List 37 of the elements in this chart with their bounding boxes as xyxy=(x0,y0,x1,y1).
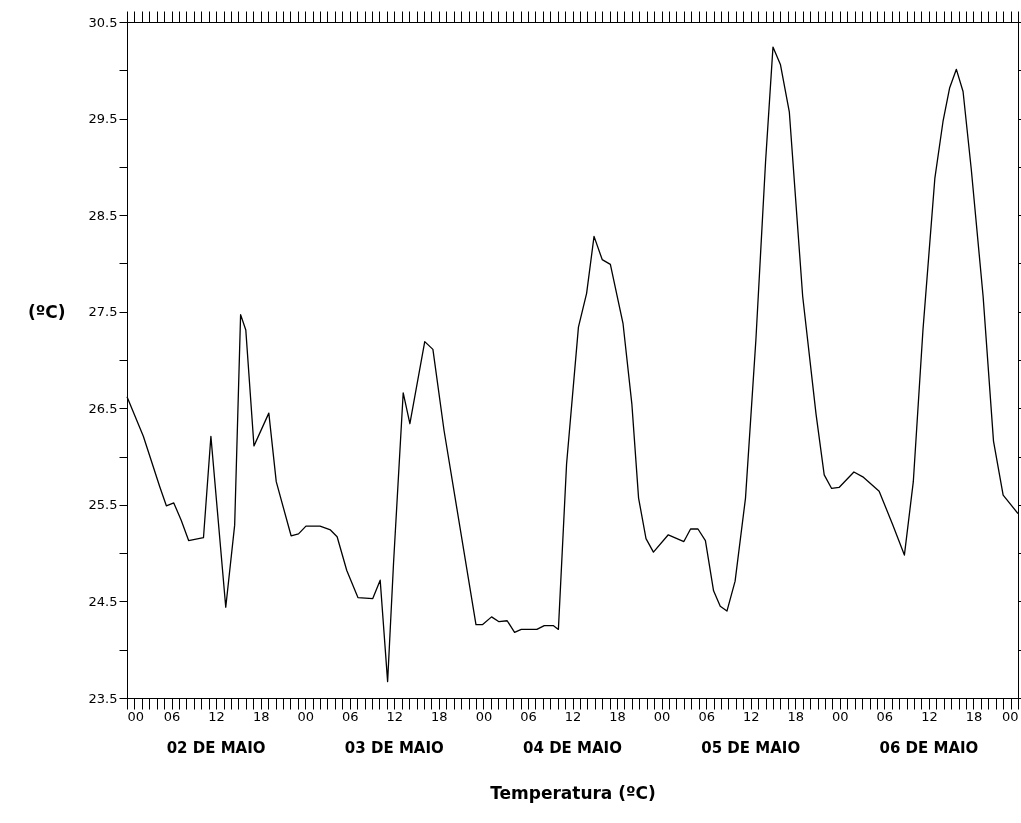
y-tick-label: 27.5 xyxy=(88,304,118,320)
x-tick-label: 00 xyxy=(127,708,145,724)
text: 02 DE MAIO xyxy=(166,739,266,757)
text: 04 DE MAIO xyxy=(523,739,622,757)
x-tick-label: 06 xyxy=(876,708,894,724)
y-axis-title: (ºC) xyxy=(27,302,66,323)
x-tick-label: 06 xyxy=(163,708,181,724)
y-tick-label: 30.5 xyxy=(88,14,118,30)
x-tick-label: 12 xyxy=(564,708,582,724)
x-tick-label: 18 xyxy=(609,708,626,724)
text: 05 DE MAIO xyxy=(701,739,801,757)
x-tick-label: 00 xyxy=(1001,708,1019,724)
x-tick-label: 00 xyxy=(653,708,671,724)
x-tick-label: 12 xyxy=(208,708,225,724)
y-tick-label: 25.5 xyxy=(88,497,118,513)
x-tick-label: 18 xyxy=(965,708,983,724)
x-tick-label: 12 xyxy=(921,708,938,724)
y-tick-label: 28.5 xyxy=(88,207,118,223)
x-tick-label: 00 xyxy=(832,708,849,724)
x-tick-label: 18 xyxy=(252,708,270,724)
x-tick-label: 00 xyxy=(297,708,314,724)
y-tick-label: 23.5 xyxy=(88,690,118,706)
y-tick-label: 24.5 xyxy=(88,593,118,609)
line-series xyxy=(126,46,1019,683)
x-tick-label: 18 xyxy=(787,708,805,724)
y-tick-label: 29.5 xyxy=(88,111,118,127)
text: 06 DE MAIO xyxy=(879,739,979,757)
x-tick-label: 06 xyxy=(520,708,537,724)
x-axis-title: Temperatura (ºC) xyxy=(490,782,656,803)
text: 03 DE MAIO xyxy=(344,739,444,757)
x-tick-label: 18 xyxy=(431,708,448,724)
x-tick-label: 06 xyxy=(341,708,359,724)
x-tick-label: 06 xyxy=(698,708,715,724)
x-tick-label: 12 xyxy=(386,708,404,724)
x-tick-label: 00 xyxy=(475,708,493,724)
y-tick-label: 26.5 xyxy=(88,400,118,416)
x-tick-label: 12 xyxy=(742,708,760,724)
